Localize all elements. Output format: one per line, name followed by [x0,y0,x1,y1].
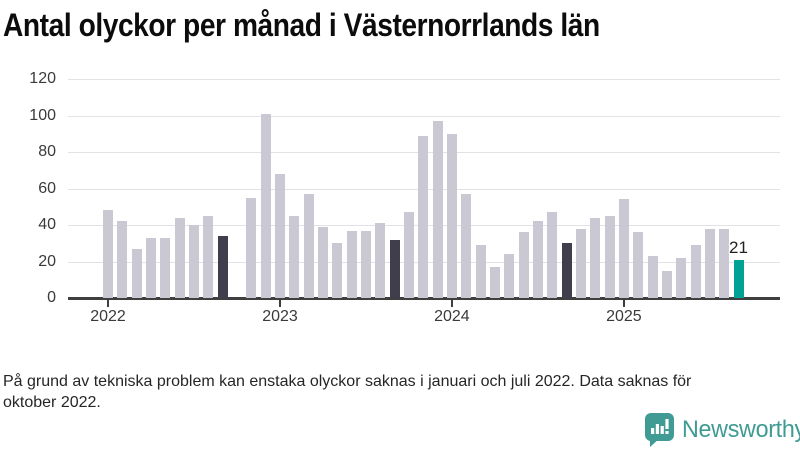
bar-2025-05 [676,257,687,298]
x-axis-label-2023: 2023 [262,308,298,325]
bar-2022-08 [203,215,214,298]
x-axis-label-2025: 2025 [606,308,642,325]
bar-2025-01 [618,199,629,298]
bar-2023-04 [317,226,328,298]
bar-2024-12 [604,215,615,298]
y-axis-label-60: 60 [38,179,56,197]
bar-2023-11 [418,135,429,298]
bar-2022-04 [146,237,156,298]
bar-2024-03 [475,245,486,298]
footnote-line-1: På grund av tekniska problem kan enstaka… [3,373,692,390]
bar-2023-02 [289,215,300,298]
bar-2024-09 [561,243,572,299]
x-axis-line [68,296,780,300]
gridline-y-120 [68,79,780,80]
bar-2023-01 [275,173,285,298]
bar-2024-08 [547,212,558,298]
bar-2024-02 [461,194,472,298]
y-axis-label-120: 120 [29,70,56,87]
bar-2025-03 [647,256,658,298]
bar-2022-02 [117,221,128,298]
bar-2023-07 [360,230,371,298]
x-axis-tick-2024 [450,299,453,307]
bar-2023-03 [303,194,314,298]
bar-2024-07 [532,221,543,298]
newsworthy-logo-icon [645,413,674,447]
bar-2023-12 [432,121,443,298]
x-axis-label-2022: 2022 [90,308,126,325]
x-axis-tick-2025 [622,299,625,307]
y-axis-label-0: 0 [47,289,56,306]
bar-2025-02 [633,232,644,298]
footnote-line-2: oktober 2022. [3,394,101,411]
bar-2022-03 [131,248,142,298]
bar-2025-08 [719,228,730,298]
bar-2023-06 [346,230,357,298]
footnote: På grund av tekniska problem kan enstaka… [3,371,793,413]
gridline-y-100 [68,115,780,117]
bar-2022-01 [103,210,113,298]
bar-2025-07 [704,228,715,298]
x-axis-tick-2023 [279,299,281,307]
bar-2025-04 [661,270,672,298]
newsworthy-logo: Newsworthy [644,412,800,448]
y-axis-label-20: 20 [38,252,56,270]
chart-title: Antal olyckor per månad i Västernorrland… [3,7,600,43]
value-label-latest: 21 [729,237,748,257]
bar-2023-10 [403,212,414,298]
bar-2023-05 [332,243,343,299]
bar-2022-11 [246,197,257,298]
y-axis-label-80: 80 [38,143,56,160]
bar-2022-05 [160,237,171,298]
bar-2025-09 [733,259,744,298]
bar-2022-12 [260,113,271,298]
bar-2024-06 [518,232,529,298]
newsworthy-logo-text: Newsworthy [682,416,800,443]
y-axis-label-100: 100 [29,106,56,124]
bar-2024-10 [575,228,586,298]
bar-2022-07 [189,225,199,298]
bar-2024-05 [504,254,515,298]
bar-2025-06 [690,245,701,298]
bar-2022-09 [217,235,228,298]
bar-2024-11 [590,217,601,298]
bar-2022-06 [174,217,185,298]
bar-2023-08 [375,223,386,298]
y-axis-label-40: 40 [38,216,56,233]
x-axis-tick-2022 [107,299,109,307]
bar-2023-09 [389,239,400,298]
bar-2024-01 [446,133,457,299]
x-axis-label-2024: 2024 [434,308,470,325]
bar-2024-04 [489,267,500,298]
